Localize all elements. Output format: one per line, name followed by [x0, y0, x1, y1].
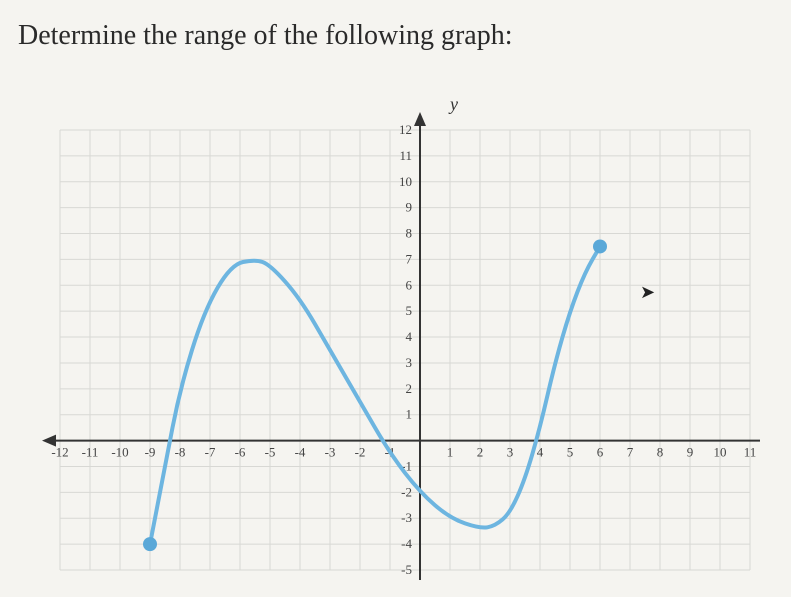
svg-text:-7: -7: [205, 445, 216, 460]
svg-text:11: 11: [744, 445, 757, 460]
svg-text:6: 6: [597, 445, 604, 460]
svg-text:-3: -3: [325, 445, 336, 460]
svg-text:12: 12: [399, 122, 412, 137]
svg-text:5: 5: [567, 445, 574, 460]
svg-text:8: 8: [657, 445, 664, 460]
svg-text:2: 2: [477, 445, 484, 460]
cursor-icon: ➤: [640, 282, 655, 303]
question-text: Determine the range of the following gra…: [18, 20, 513, 52]
svg-text:5: 5: [406, 303, 413, 318]
svg-text:-4: -4: [401, 536, 412, 551]
svg-text:9: 9: [687, 445, 694, 460]
svg-text:1: 1: [447, 445, 454, 460]
svg-text:3: 3: [507, 445, 514, 460]
chart-svg: -12-11-10-9-8-7-6-5-4-3-2-11234567891011…: [40, 100, 770, 590]
y-axis-label: y: [450, 94, 458, 115]
svg-text:6: 6: [406, 277, 413, 292]
svg-text:4: 4: [537, 445, 544, 460]
svg-text:-10: -10: [111, 445, 128, 460]
svg-text:9: 9: [406, 200, 413, 215]
svg-text:-3: -3: [401, 510, 412, 525]
svg-text:1: 1: [406, 407, 413, 422]
svg-text:-11: -11: [82, 445, 99, 460]
svg-text:10: 10: [714, 445, 727, 460]
svg-text:-2: -2: [401, 484, 412, 499]
svg-text:-5: -5: [401, 562, 412, 577]
svg-text:8: 8: [406, 226, 413, 241]
svg-text:-9: -9: [145, 445, 156, 460]
graph-plot: -12-11-10-9-8-7-6-5-4-3-2-11234567891011…: [40, 100, 770, 590]
svg-text:-8: -8: [175, 445, 186, 460]
svg-text:7: 7: [627, 445, 634, 460]
svg-text:3: 3: [406, 355, 413, 370]
svg-text:7: 7: [406, 251, 413, 266]
svg-text:11: 11: [399, 148, 412, 163]
svg-text:-2: -2: [355, 445, 366, 460]
svg-text:-4: -4: [295, 445, 306, 460]
svg-text:-12: -12: [51, 445, 68, 460]
svg-text:-6: -6: [235, 445, 246, 460]
svg-text:10: 10: [399, 174, 412, 189]
svg-text:-5: -5: [265, 445, 276, 460]
svg-text:2: 2: [406, 381, 413, 396]
svg-text:4: 4: [406, 329, 413, 344]
